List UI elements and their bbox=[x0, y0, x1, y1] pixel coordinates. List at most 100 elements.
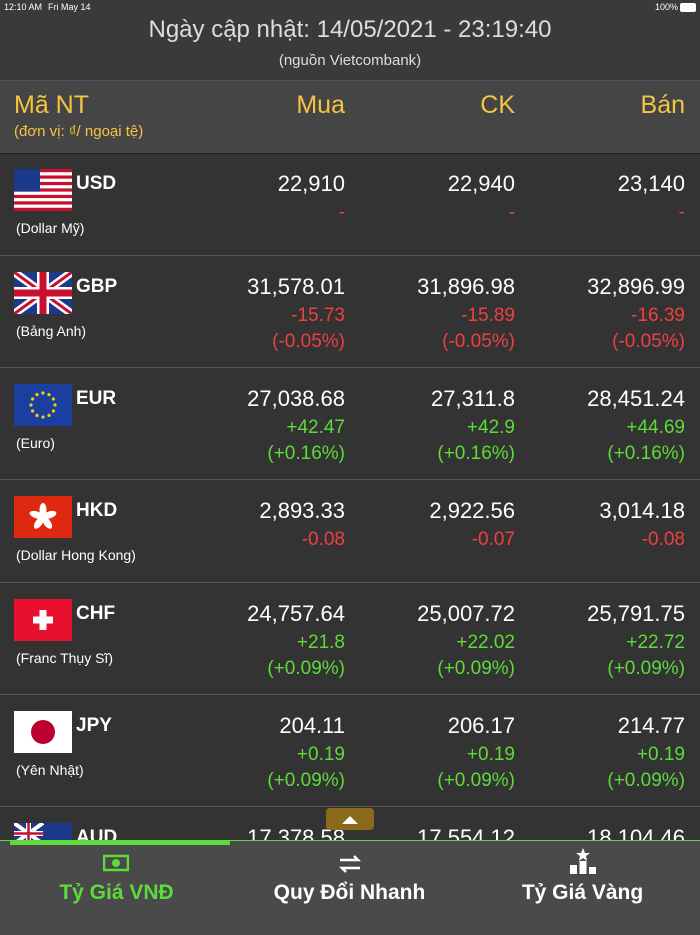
sell-percent: (-0.05%) bbox=[612, 331, 685, 352]
status-time: 12:10 AM bbox=[4, 2, 43, 12]
transfer-change: +42.9 bbox=[466, 417, 515, 438]
currency-code: CHF bbox=[76, 603, 116, 624]
buy-price: 204.11 bbox=[279, 713, 345, 738]
buy-change: -15.73 bbox=[291, 305, 345, 326]
exchange-icon bbox=[338, 855, 362, 873]
active-indicator bbox=[10, 841, 230, 845]
flag bbox=[14, 384, 72, 426]
currency-name: (Euro) bbox=[16, 435, 55, 451]
buy-change: - bbox=[338, 202, 345, 223]
flag bbox=[14, 169, 72, 211]
transfer-percent: (-0.05%) bbox=[442, 331, 515, 352]
buy-percent: (+0.09%) bbox=[267, 770, 345, 791]
sell-price: 3,014.18 bbox=[599, 498, 685, 523]
currency-row: EUR (Euro) 27,038.68 +42.47 (+0.16%) 27,311.8… bbox=[0, 368, 700, 480]
top-bar: 12:10 AM Fri May 14 100% Ngày cập nhật: … bbox=[0, 0, 700, 80]
sell-price: 18,104.46 bbox=[587, 825, 685, 840]
currency-code: JPY bbox=[76, 715, 112, 736]
sell-price: 28,451.24 bbox=[587, 386, 685, 411]
currency-code: EUR bbox=[76, 388, 117, 409]
flag bbox=[14, 272, 72, 314]
transfer-percent: (+0.09%) bbox=[437, 770, 515, 791]
gold-icon bbox=[570, 848, 596, 874]
flag bbox=[14, 823, 72, 840]
source: (nguồn Vietcombank) bbox=[278, 52, 422, 69]
currency-name: (Yên Nhật) bbox=[16, 762, 84, 778]
status-date: Fri May 14 bbox=[48, 2, 91, 12]
currency-name: (Dollar Hong Kong) bbox=[16, 547, 136, 563]
battery-icon bbox=[680, 3, 696, 12]
transfer-price: 27,311.8 bbox=[430, 386, 515, 411]
buy-price: 22,910 bbox=[277, 171, 345, 196]
flag bbox=[14, 711, 72, 753]
buy-price: 24,757.64 bbox=[247, 601, 345, 626]
buy-percent: (-0.05%) bbox=[272, 331, 345, 352]
buy-change: +0.19 bbox=[296, 744, 345, 765]
currency-row: JPY (Yên Nhật) 204.11 +0.19 (+0.09%) 206.17 +0… bbox=[0, 695, 700, 807]
sell-percent: (+0.09%) bbox=[607, 658, 685, 679]
sell-percent: (+0.16%) bbox=[607, 443, 685, 464]
currency-code: AUD bbox=[76, 827, 118, 840]
buy-change: -0.08 bbox=[301, 529, 345, 550]
money-icon bbox=[103, 854, 129, 872]
currency-code: GBP bbox=[76, 276, 118, 297]
transfer-change: -15.89 bbox=[461, 305, 515, 326]
transfer-price: 206.17 bbox=[447, 713, 515, 738]
sell-price: 23,140 bbox=[617, 171, 685, 196]
currency-row: HKD (Dollar Hong Kong) 2,893.33 -0.08 2,922.… bbox=[0, 480, 700, 583]
buy-change: +42.47 bbox=[286, 417, 345, 438]
sell-change: -16.39 bbox=[631, 305, 685, 326]
transfer-price: 22,940 bbox=[447, 171, 515, 196]
transfer-change: +22.02 bbox=[456, 632, 515, 653]
col-buy: Mua bbox=[296, 91, 345, 119]
transfer-change: - bbox=[508, 202, 515, 223]
scroll-up-button[interactable] bbox=[326, 808, 374, 830]
status-battery: 100% bbox=[654, 2, 678, 12]
currency-name: (Dollar Mỹ) bbox=[16, 220, 85, 236]
tab-vnd[interactable]: Tỷ Giá VNĐ bbox=[59, 881, 174, 904]
buy-change: +21.8 bbox=[296, 632, 345, 653]
col-sell: Bán bbox=[640, 91, 685, 119]
sell-price: 214.77 bbox=[617, 713, 685, 738]
currency-code: HKD bbox=[76, 500, 118, 521]
sell-change: - bbox=[678, 202, 685, 223]
sell-percent: (+0.09%) bbox=[607, 770, 685, 791]
buy-price: 31,578.01 bbox=[247, 274, 345, 299]
buy-price: 2,893.33 bbox=[259, 498, 345, 523]
sell-change: +44.69 bbox=[626, 417, 685, 438]
buy-price: 17,378.58 bbox=[247, 825, 345, 840]
col-code: Mã NT bbox=[14, 91, 89, 119]
update-title: Ngày cập nhật: 14/05/2021 - 23:19:40 bbox=[148, 16, 552, 43]
buy-percent: (+0.16%) bbox=[267, 443, 345, 464]
currency-row: CHF (Franc Thụy Sĩ) 24,757.64 +21.8 (+0.09%)… bbox=[0, 583, 700, 695]
tab-gold[interactable]: Tỷ Giá Vàng bbox=[521, 881, 644, 904]
column-header: Mã NT (đơn vị: ₫/ ngoại tệ) Mua CK Bán bbox=[0, 80, 700, 154]
currency-row: AUD 17,378.58 17,554.12 18,104.46 bbox=[0, 807, 700, 840]
col-transfer: CK bbox=[480, 91, 515, 119]
transfer-change: +0.19 bbox=[466, 744, 515, 765]
flag bbox=[14, 496, 72, 538]
sell-change: +0.19 bbox=[636, 744, 685, 765]
buy-price: 27,038.68 bbox=[247, 386, 345, 411]
transfer-percent: (+0.16%) bbox=[437, 443, 515, 464]
currency-name: (Franc Thụy Sĩ) bbox=[16, 650, 113, 666]
sell-change: -0.08 bbox=[641, 529, 685, 550]
currency-name: (Bảng Anh) bbox=[16, 323, 87, 339]
up-arrow bbox=[342, 816, 358, 824]
currency-row: USD (Dollar Mỹ) 22,910 - 22,940 - 23,140 - bbox=[0, 153, 700, 256]
transfer-percent: (+0.09%) bbox=[437, 658, 515, 679]
transfer-change: -0.07 bbox=[471, 529, 515, 550]
transfer-price: 2,922.56 bbox=[429, 498, 515, 523]
tab-convert[interactable]: Quy Đổi Nhanh bbox=[273, 881, 426, 904]
sell-change: +22.72 bbox=[626, 632, 685, 653]
transfer-price: 31,896.98 bbox=[417, 274, 515, 299]
transfer-price: 17,554.12 bbox=[417, 825, 515, 840]
sell-price: 25,791.75 bbox=[587, 601, 685, 626]
currency-code: USD bbox=[76, 173, 117, 194]
buy-percent: (+0.09%) bbox=[267, 658, 345, 679]
rate-list[interactable]: USD (Dollar Mỹ) 22,910 - 22,940 - 23,140 - GBP (B… bbox=[0, 153, 700, 840]
tab-bar: Tỷ Giá VNĐ Quy Đổi Nhanh Tỷ Giá Vàng bbox=[0, 840, 700, 935]
currency-row: GBP (Bảng Anh) 31,578.01 -15.73 (-0.05%) 31,8… bbox=[0, 256, 700, 368]
sell-price: 32,896.99 bbox=[587, 274, 685, 299]
